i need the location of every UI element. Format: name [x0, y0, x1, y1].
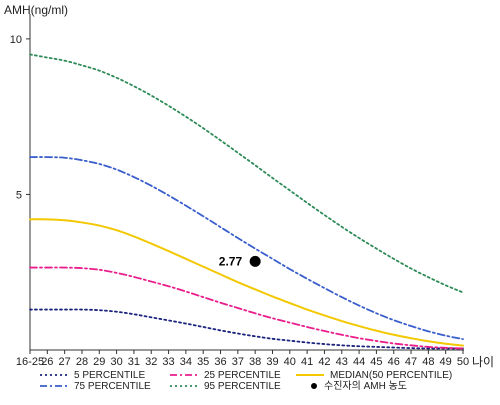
- x-tick-label: 47: [405, 356, 417, 368]
- series-line-median-50-percentile: [29, 218, 464, 347]
- y-tick-label: 5: [16, 189, 22, 201]
- x-tick-label: 46: [388, 356, 400, 368]
- series-line-95-percentile: [29, 53, 464, 294]
- x-tick-label: 42: [318, 356, 330, 368]
- legend-label-median-50-percentile: MEDIAN(50 PERCENTILE): [330, 370, 452, 381]
- legend-label-25-percentile: 25 PERCENTILE: [204, 370, 281, 381]
- x-tick-label: 45: [370, 356, 382, 368]
- legend-label-5-percentile: 5 PERCENTILE: [74, 370, 145, 381]
- x-tick-label: 34: [180, 356, 192, 368]
- series-line-5-percentile: [29, 308, 464, 350]
- x-tick-label: 27: [59, 356, 71, 368]
- x-tick-label: 50: [457, 356, 469, 368]
- x-tick-label: 37: [232, 356, 244, 368]
- x-tick-label: 16-25: [16, 356, 44, 368]
- patient-amh-label: 2.77: [219, 254, 243, 268]
- x-tick-label: 39: [266, 356, 278, 368]
- y-axis-title: AMH(ng/ml): [4, 3, 68, 17]
- x-tick-label: 33: [162, 356, 174, 368]
- x-tick-label: 41: [301, 356, 313, 368]
- x-tick-label: 40: [284, 356, 296, 368]
- x-tick-label: 32: [145, 356, 157, 368]
- x-tick-label: 49: [440, 356, 452, 368]
- x-tick-label: 38: [249, 356, 261, 368]
- x-tick-label: 48: [422, 356, 434, 368]
- legend: 5 PERCENTILE 25 PERCENTILE MEDIAN(50 PERCE…: [40, 370, 452, 392]
- x-tick-label: 43: [336, 356, 348, 368]
- legend-label-95-percentile: 95 PERCENTILE: [204, 381, 281, 392]
- x-tick-label: 28: [76, 356, 88, 368]
- y-tick-label: 10: [10, 34, 22, 46]
- legend-label-patient-amh: 수진자의 AMH 농도: [324, 380, 407, 392]
- series-line-75-percentile: [29, 156, 464, 341]
- series-lines: [29, 53, 464, 350]
- series-line-25-percentile: [29, 266, 464, 350]
- x-axis-title: 나이: [472, 355, 494, 369]
- patient-amh-dot: [249, 255, 261, 267]
- x-tick-label: 31: [128, 356, 140, 368]
- x-tick-label: 26: [41, 356, 53, 368]
- annotation: 2.77: [219, 254, 261, 268]
- x-tick-label: 29: [93, 356, 105, 368]
- x-tick-label: 30: [110, 356, 122, 368]
- x-tick-label: 35: [197, 356, 209, 368]
- legend-marker-patient-amh: [311, 383, 317, 389]
- legend-label-75-percentile: 75 PERCENTILE: [74, 381, 151, 392]
- x-tick-label: 36: [214, 356, 226, 368]
- x-tick-label: 44: [353, 356, 365, 368]
